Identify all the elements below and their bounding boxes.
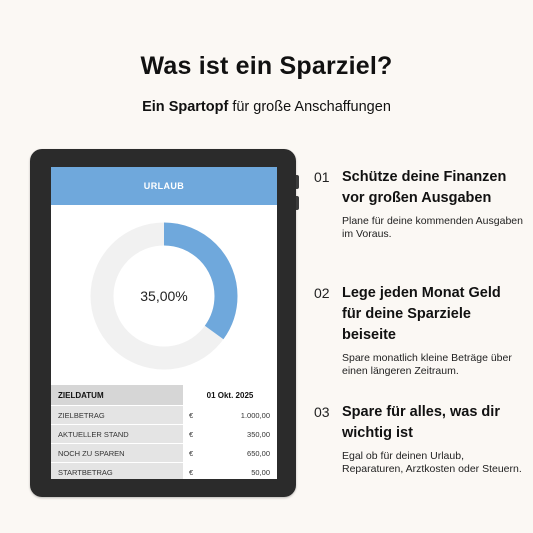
row-value: 350,00 — [247, 429, 270, 439]
target-date-row: ZIELDATUM 01 Okt. 2025 — [51, 385, 277, 406]
benefit-item: 02 Lege jeden Monat Geld für deine Sparz… — [314, 283, 524, 402]
subtitle-rest: für große Anschaffungen — [228, 99, 391, 115]
benefit-description: Spare monatlich kleine Beträge über eine… — [342, 352, 512, 377]
benefit-item: 01 Schütze deine Finanzen vor großen Aus… — [314, 167, 524, 283]
goal-table: ZIELDATUM 01 Okt. 2025 ZIELBETRAG € 1.00… — [51, 385, 277, 479]
table-row: AKTUELLER STAND € 350,00 — [51, 425, 277, 444]
target-date-label: ZIELDATUM — [51, 385, 183, 405]
page-title: Was ist ein Sparziel? — [140, 52, 393, 80]
tablet-screen: URLAUB 35,00% ZIELDATUM 01 Okt. 2025 ZIE… — [51, 167, 277, 479]
progress-percent: 35,00% — [140, 288, 188, 304]
target-date-value: 01 Okt. 2025 — [206, 390, 254, 400]
benefit-number: 02 — [314, 285, 330, 301]
benefit-item: 03 Spare für alles, was dir wichtig ist … — [314, 402, 524, 475]
benefit-description: Egal ob für deinen Urlaub, Reparaturen, … — [342, 450, 522, 475]
row-label: ZIELBETRAG — [51, 406, 183, 424]
row-value: 1.000,00 — [240, 410, 270, 420]
row-value: 650,00 — [247, 448, 270, 458]
row-currency: € — [189, 410, 194, 420]
page-subtitle: Ein Spartopf für große Anschaffungen — [0, 99, 533, 115]
tablet-frame: URLAUB 35,00% ZIELDATUM 01 Okt. 2025 ZIE… — [30, 149, 296, 497]
row-currency: € — [189, 448, 194, 458]
row-value: 50,00 — [251, 467, 270, 477]
row-currency: € — [189, 429, 194, 439]
table-row: STARTBETRAG € 50,00 — [51, 463, 277, 479]
table-row: ZIELBETRAG € 1.000,00 — [51, 406, 277, 425]
subtitle-bold: Ein Spartopf — [142, 99, 229, 115]
progress-ring-fill — [90, 222, 238, 370]
benefit-list: 01 Schütze deine Finanzen vor großen Aus… — [314, 167, 524, 475]
row-label: NOCH ZU SPAREN — [51, 444, 183, 462]
benefit-title: Spare für alles, was dir wichtig ist — [342, 404, 500, 441]
row-label: AKTUELLER STAND — [51, 425, 183, 443]
benefit-number: 03 — [314, 404, 330, 420]
benefit-title: Lege jeden Monat Geld für deine Sparziel… — [342, 285, 501, 343]
tablet-side-button — [296, 196, 299, 210]
benefit-title: Schütze deine Finanzen vor großen Ausgab… — [342, 169, 507, 206]
row-currency: € — [189, 467, 194, 477]
progress-ring: 35,00% — [89, 221, 239, 371]
row-label: STARTBETRAG — [51, 463, 183, 479]
goal-header: URLAUB — [51, 167, 277, 205]
benefit-number: 01 — [314, 169, 330, 185]
tablet-side-button — [296, 175, 299, 189]
progress-ring-svg — [90, 222, 238, 370]
benefit-description: Plane für deine kommenden Ausgaben im Vo… — [342, 215, 523, 240]
table-row: NOCH ZU SPAREN € 650,00 — [51, 444, 277, 463]
